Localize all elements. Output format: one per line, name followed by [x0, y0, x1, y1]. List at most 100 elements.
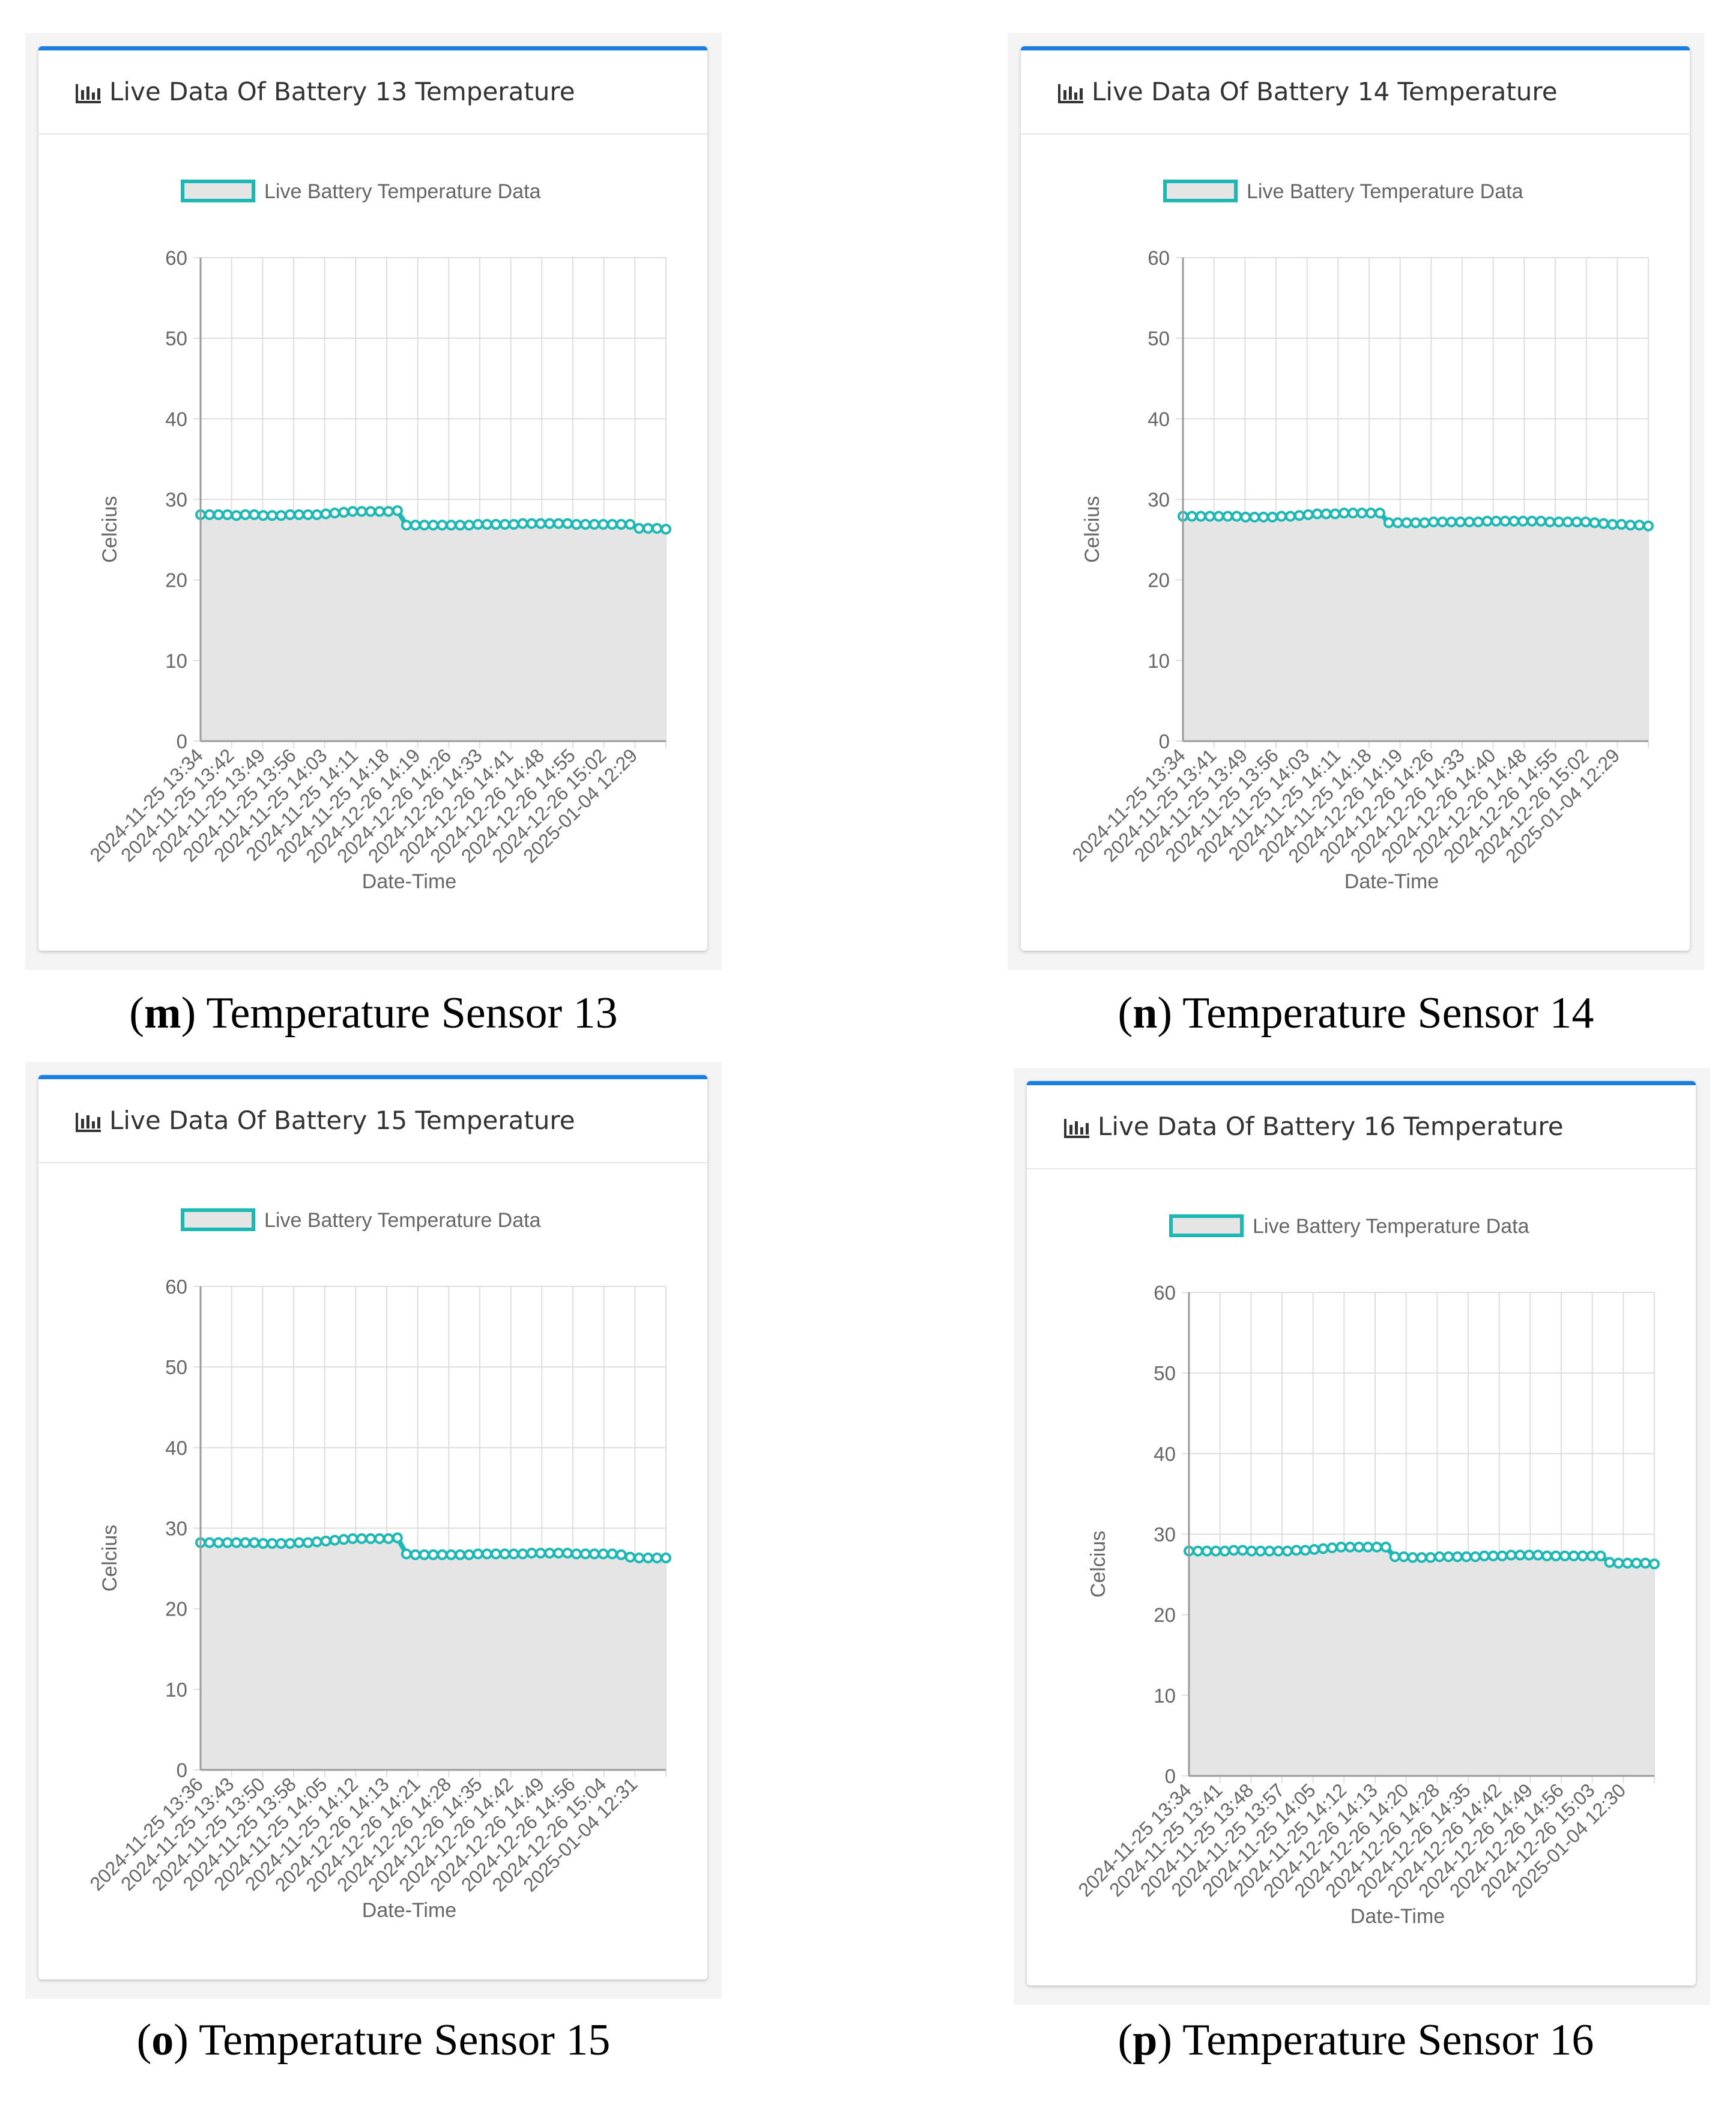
data-point: [258, 1537, 269, 1549]
data-point: [1258, 512, 1269, 523]
x-axis-title: Date-Time: [362, 870, 456, 893]
data-point: [1311, 508, 1323, 519]
data-point: [535, 518, 546, 529]
y-tick-label: 20: [165, 1598, 187, 1620]
x-axis-title: Date-Time: [362, 1899, 456, 1922]
data-point: [508, 519, 519, 530]
data-point: [311, 1536, 322, 1548]
data-point: [661, 524, 671, 535]
data-point: [1299, 1545, 1311, 1556]
data-point: [1499, 515, 1511, 527]
data-point: [1416, 1552, 1427, 1563]
data-point: [1389, 1551, 1400, 1563]
data-point: [1452, 1551, 1463, 1563]
chart-card: Live Data Of Battery 15 Temperature Live…: [38, 1075, 707, 1979]
data-point: [553, 518, 564, 529]
data-point: [625, 519, 636, 530]
data-point: [1383, 517, 1394, 529]
panel-p: Live Data Of Battery 16 Temperature Live…: [1014, 1068, 1710, 2005]
y-tick-label: 40: [165, 1437, 187, 1459]
temperature-area: [1189, 1547, 1654, 1776]
y-tick-label: 20: [1148, 569, 1170, 592]
data-point: [1562, 516, 1573, 528]
data-point: [1401, 517, 1412, 529]
data-point: [1443, 1551, 1454, 1563]
data-point: [1290, 1545, 1302, 1556]
data-point: [1231, 510, 1242, 522]
data-point: [1201, 1545, 1212, 1557]
data-point: [1237, 1545, 1248, 1556]
y-tick-label: 50: [165, 327, 187, 350]
data-point: [231, 1537, 242, 1548]
y-axis-title: Celcius: [1087, 1531, 1110, 1598]
data-point: [1317, 1543, 1329, 1554]
data-point: [615, 1549, 627, 1560]
y-axis-title: Celcius: [98, 496, 121, 563]
legend-label: Live Battery Temperature Data: [1247, 180, 1523, 203]
y-tick-label: 10: [165, 650, 187, 672]
data-point: [625, 1551, 636, 1563]
data-point: [1222, 510, 1233, 522]
x-axis-title: Date-Time: [1350, 1905, 1445, 1928]
data-point: [652, 1552, 663, 1564]
data-point: [1649, 1558, 1660, 1570]
data-point: [383, 1533, 394, 1544]
data-point: [410, 519, 421, 531]
data-point: [1246, 1545, 1257, 1557]
data-point: [570, 1548, 582, 1560]
y-tick-label: 0: [1165, 1765, 1176, 1787]
data-point: [1338, 507, 1350, 519]
data-point: [1186, 510, 1197, 522]
card-title: Live Data Of Battery 15 Temperature: [109, 1106, 575, 1135]
data-point: [597, 519, 609, 530]
data-point: [392, 1532, 403, 1543]
data-point: [1559, 1550, 1570, 1561]
data-point: [1419, 517, 1430, 529]
data-point: [285, 1537, 296, 1549]
caption-p: (p) Temperature Sensor 16: [1118, 2016, 1594, 2065]
data-point: [1598, 518, 1609, 529]
data-point: [293, 509, 304, 520]
y-tick-label: 50: [1148, 327, 1170, 350]
y-tick-label: 30: [165, 1518, 187, 1540]
data-point: [579, 1548, 591, 1560]
data-point: [356, 1533, 367, 1544]
data-point: [1478, 1550, 1490, 1561]
legend-label: Live Battery Temperature Data: [264, 1209, 541, 1232]
chart-card: Live Data Of Battery 16 Temperature Live…: [1027, 1081, 1696, 1985]
legend-swatch: [181, 1208, 255, 1231]
data-point: [661, 1552, 671, 1564]
data-point: [1308, 1543, 1320, 1555]
data-point: [1580, 516, 1591, 528]
data-point: [1320, 508, 1332, 519]
data-point: [1472, 516, 1484, 528]
data-point: [1481, 515, 1493, 527]
y-tick-label: 10: [1154, 1685, 1176, 1707]
caption-n: (n) Temperature Sensor 14: [1118, 989, 1594, 1038]
data-point: [1634, 519, 1645, 531]
data-point: [374, 1533, 386, 1544]
data-point: [1398, 1551, 1409, 1563]
data-point: [383, 506, 394, 517]
y-tick-label: 60: [1154, 1282, 1176, 1304]
y-tick-label: 20: [165, 569, 187, 592]
y-tick-label: 10: [165, 1679, 187, 1701]
data-point: [643, 522, 654, 534]
bar-chart-icon: [1058, 84, 1083, 103]
y-tick-label: 40: [165, 408, 187, 430]
data-point: [311, 509, 322, 520]
y-tick-label: 50: [165, 1356, 187, 1378]
data-point: [222, 1537, 233, 1548]
data-point: [302, 509, 313, 520]
data-point: [276, 510, 287, 521]
data-point: [428, 1549, 439, 1560]
data-point: [1240, 512, 1251, 523]
data-point: [1353, 1541, 1365, 1552]
data-point: [213, 509, 224, 520]
data-point: [481, 1548, 492, 1560]
data-point: [606, 519, 618, 530]
data-point: [1469, 1551, 1481, 1563]
data-point: [1204, 510, 1215, 522]
data-point: [606, 1548, 618, 1560]
data-point: [338, 506, 349, 518]
